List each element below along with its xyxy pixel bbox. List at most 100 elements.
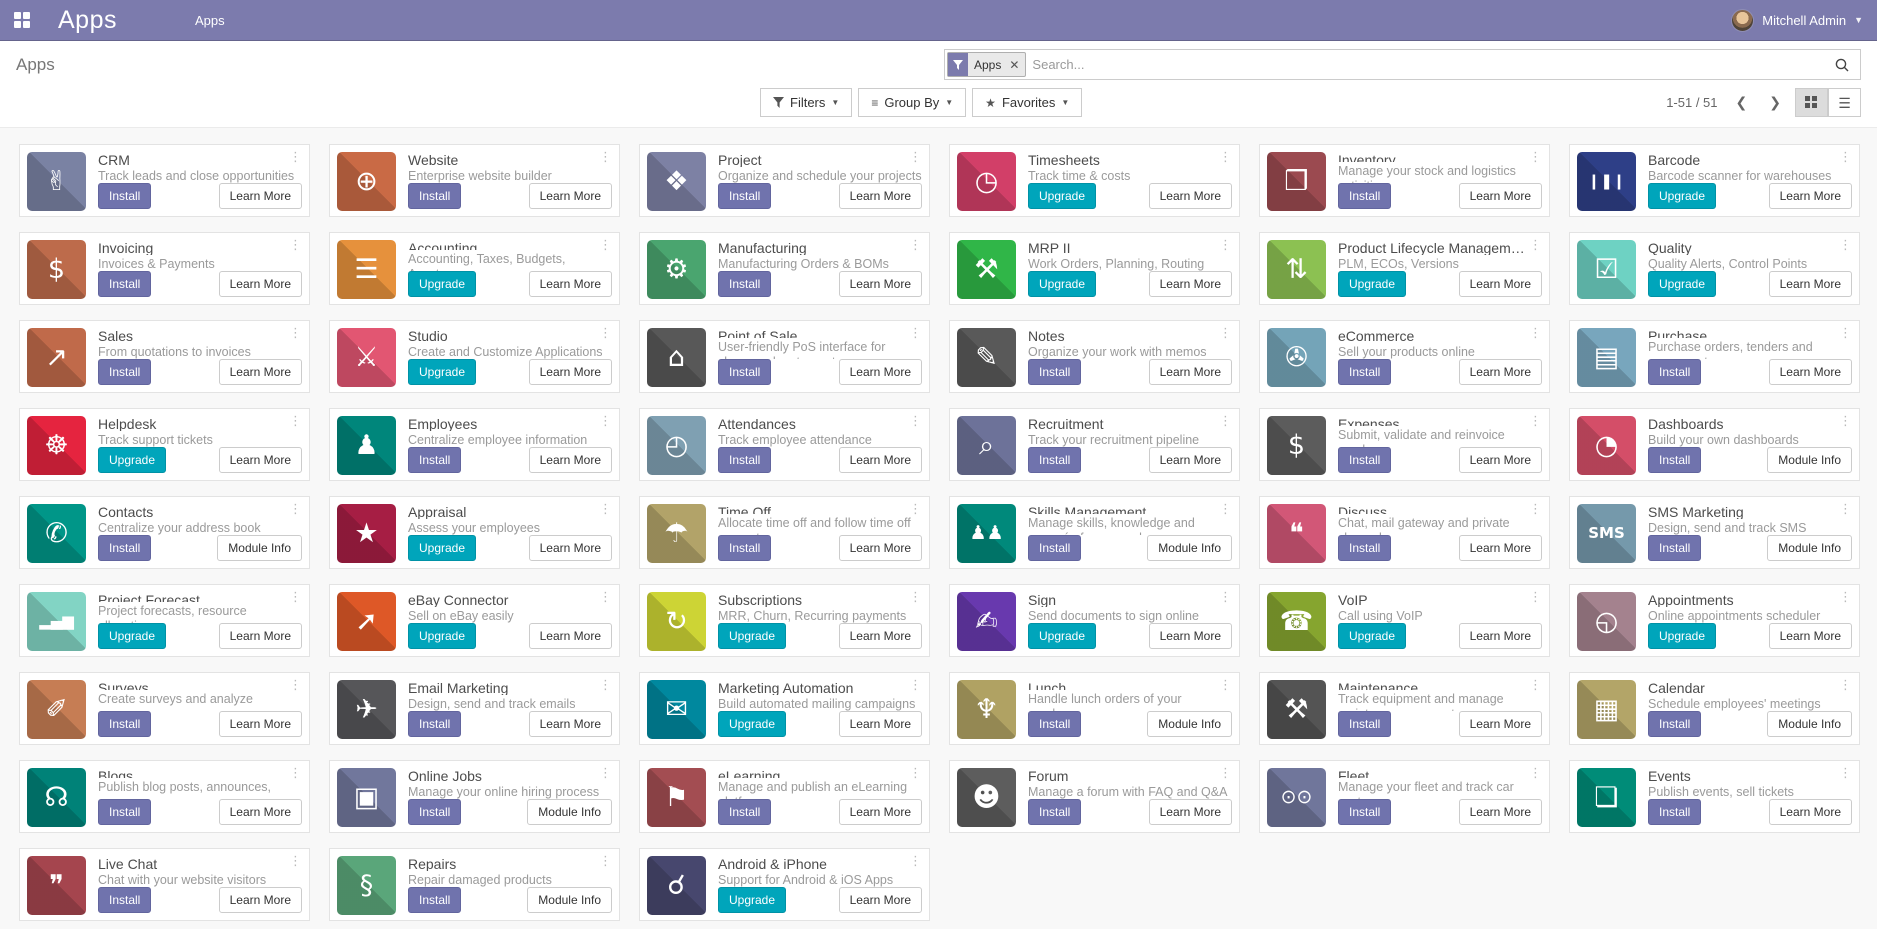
learn-more-link[interactable]: Learn More bbox=[218, 887, 302, 913]
kebab-menu-icon[interactable]: ⋮ bbox=[1839, 237, 1852, 252]
kebab-menu-icon[interactable]: ⋮ bbox=[1219, 501, 1232, 516]
learn-more-link[interactable]: Learn More bbox=[1458, 711, 1542, 737]
install-button[interactable]: Install bbox=[1338, 799, 1392, 825]
install-button[interactable]: Install bbox=[1028, 359, 1082, 385]
learn-more-link[interactable]: Learn More bbox=[1458, 799, 1542, 825]
install-button[interactable]: Install bbox=[718, 447, 772, 473]
module-info-link[interactable]: Module Info bbox=[1767, 447, 1852, 473]
learn-more-link[interactable]: Learn More bbox=[1148, 183, 1232, 209]
learn-more-link[interactable]: Learn More bbox=[838, 359, 922, 385]
module-info-link[interactable]: Module Info bbox=[527, 799, 612, 825]
module-info-link[interactable]: Module Info bbox=[217, 535, 302, 561]
kebab-menu-icon[interactable]: ⋮ bbox=[599, 501, 612, 516]
install-button[interactable]: Install bbox=[1028, 535, 1082, 561]
kebab-menu-icon[interactable]: ⋮ bbox=[599, 853, 612, 868]
kebab-menu-icon[interactable]: ⋮ bbox=[1529, 237, 1542, 252]
install-button[interactable]: Install bbox=[718, 271, 772, 297]
kebab-menu-icon[interactable]: ⋮ bbox=[1839, 413, 1852, 428]
upgrade-button[interactable]: Upgrade bbox=[718, 623, 787, 649]
learn-more-link[interactable]: Learn More bbox=[1148, 359, 1232, 385]
learn-more-link[interactable]: Learn More bbox=[1458, 447, 1542, 473]
install-button[interactable]: Install bbox=[408, 887, 462, 913]
learn-more-link[interactable]: Learn More bbox=[528, 271, 612, 297]
kebab-menu-icon[interactable]: ⋮ bbox=[289, 765, 302, 780]
upgrade-button[interactable]: Upgrade bbox=[408, 359, 477, 385]
install-button[interactable]: Install bbox=[98, 271, 152, 297]
kebab-menu-icon[interactable]: ⋮ bbox=[289, 853, 302, 868]
learn-more-link[interactable]: Learn More bbox=[528, 447, 612, 473]
upgrade-button[interactable]: Upgrade bbox=[98, 447, 167, 473]
kebab-menu-icon[interactable]: ⋮ bbox=[1529, 413, 1542, 428]
install-button[interactable]: Install bbox=[1648, 535, 1702, 561]
install-button[interactable]: Install bbox=[98, 887, 152, 913]
kebab-menu-icon[interactable]: ⋮ bbox=[599, 149, 612, 164]
kebab-menu-icon[interactable]: ⋮ bbox=[1219, 325, 1232, 340]
learn-more-link[interactable]: Learn More bbox=[838, 447, 922, 473]
pager-previous-icon[interactable]: ❮ bbox=[1735, 94, 1748, 110]
kebab-menu-icon[interactable]: ⋮ bbox=[1219, 765, 1232, 780]
learn-more-link[interactable]: Learn More bbox=[838, 271, 922, 297]
upgrade-button[interactable]: Upgrade bbox=[408, 623, 477, 649]
kebab-menu-icon[interactable]: ⋮ bbox=[909, 237, 922, 252]
kebab-menu-icon[interactable]: ⋮ bbox=[1839, 677, 1852, 692]
install-button[interactable]: Install bbox=[1028, 711, 1082, 737]
kebab-menu-icon[interactable]: ⋮ bbox=[289, 325, 302, 340]
learn-more-link[interactable]: Learn More bbox=[838, 799, 922, 825]
learn-more-link[interactable]: Learn More bbox=[1458, 535, 1542, 561]
install-button[interactable]: Install bbox=[718, 183, 772, 209]
upgrade-button[interactable]: Upgrade bbox=[1648, 623, 1717, 649]
kebab-menu-icon[interactable]: ⋮ bbox=[599, 237, 612, 252]
list-view-button[interactable]: ☰ bbox=[1828, 88, 1861, 117]
upgrade-button[interactable]: Upgrade bbox=[408, 535, 477, 561]
learn-more-link[interactable]: Learn More bbox=[528, 535, 612, 561]
upgrade-button[interactable]: Upgrade bbox=[718, 711, 787, 737]
learn-more-link[interactable]: Learn More bbox=[1768, 799, 1852, 825]
install-button[interactable]: Install bbox=[1028, 447, 1082, 473]
search-input[interactable] bbox=[1032, 57, 1830, 72]
learn-more-link[interactable]: Learn More bbox=[1148, 623, 1232, 649]
kebab-menu-icon[interactable]: ⋮ bbox=[289, 149, 302, 164]
install-button[interactable]: Install bbox=[1028, 799, 1082, 825]
learn-more-link[interactable]: Learn More bbox=[1768, 183, 1852, 209]
module-info-link[interactable]: Module Info bbox=[1147, 711, 1232, 737]
kebab-menu-icon[interactable]: ⋮ bbox=[1839, 589, 1852, 604]
learn-more-link[interactable]: Learn More bbox=[838, 535, 922, 561]
pager-next-icon[interactable]: ❯ bbox=[1769, 94, 1781, 110]
install-button[interactable]: Install bbox=[718, 359, 772, 385]
install-button[interactable]: Install bbox=[408, 447, 462, 473]
group-by-button[interactable]: ≡ Group By ▼ bbox=[858, 88, 967, 117]
install-button[interactable]: Install bbox=[98, 711, 152, 737]
kebab-menu-icon[interactable]: ⋮ bbox=[1839, 501, 1852, 516]
install-button[interactable]: Install bbox=[1338, 711, 1392, 737]
kebab-menu-icon[interactable]: ⋮ bbox=[289, 677, 302, 692]
install-button[interactable]: Install bbox=[408, 711, 462, 737]
learn-more-link[interactable]: Learn More bbox=[528, 183, 612, 209]
kebab-menu-icon[interactable]: ⋮ bbox=[599, 677, 612, 692]
kanban-view-button[interactable] bbox=[1795, 88, 1828, 117]
learn-more-link[interactable]: Learn More bbox=[218, 183, 302, 209]
upgrade-button[interactable]: Upgrade bbox=[1648, 183, 1717, 209]
kebab-menu-icon[interactable]: ⋮ bbox=[599, 589, 612, 604]
kebab-menu-icon[interactable]: ⋮ bbox=[289, 589, 302, 604]
kebab-menu-icon[interactable]: ⋮ bbox=[909, 501, 922, 516]
learn-more-link[interactable]: Learn More bbox=[1148, 799, 1232, 825]
kebab-menu-icon[interactable]: ⋮ bbox=[909, 413, 922, 428]
learn-more-link[interactable]: Learn More bbox=[528, 359, 612, 385]
install-button[interactable]: Install bbox=[718, 535, 772, 561]
learn-more-link[interactable]: Learn More bbox=[218, 799, 302, 825]
module-info-link[interactable]: Module Info bbox=[1147, 535, 1232, 561]
kebab-menu-icon[interactable]: ⋮ bbox=[909, 765, 922, 780]
kebab-menu-icon[interactable]: ⋮ bbox=[909, 677, 922, 692]
kebab-menu-icon[interactable]: ⋮ bbox=[1839, 765, 1852, 780]
kebab-menu-icon[interactable]: ⋮ bbox=[1219, 149, 1232, 164]
menu-item-apps[interactable]: Apps bbox=[194, 12, 225, 28]
apps-menu-icon[interactable] bbox=[14, 12, 30, 28]
learn-more-link[interactable]: Learn More bbox=[218, 271, 302, 297]
upgrade-button[interactable]: Upgrade bbox=[1028, 623, 1097, 649]
learn-more-link[interactable]: Learn More bbox=[1148, 271, 1232, 297]
learn-more-link[interactable]: Learn More bbox=[838, 623, 922, 649]
install-button[interactable]: Install bbox=[98, 799, 152, 825]
kebab-menu-icon[interactable]: ⋮ bbox=[909, 589, 922, 604]
install-button[interactable]: Install bbox=[1338, 183, 1392, 209]
kebab-menu-icon[interactable]: ⋮ bbox=[1529, 325, 1542, 340]
